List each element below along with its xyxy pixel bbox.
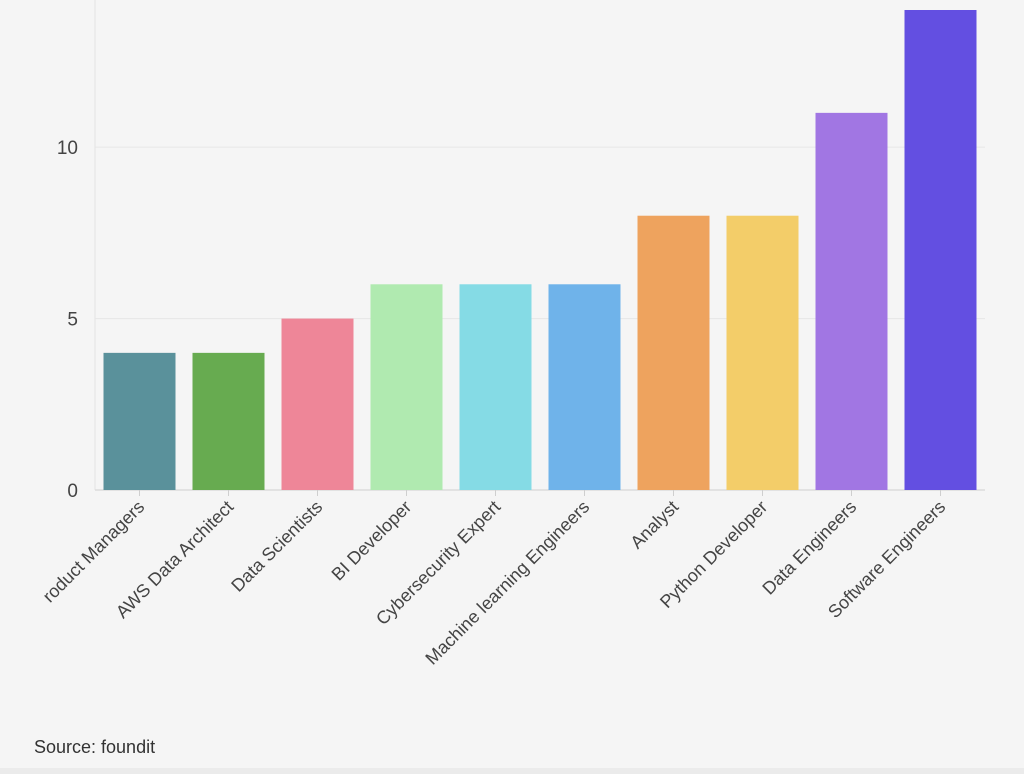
y-tick-label: 0 [67,481,78,502]
x-tick-label: Data Scientists [227,497,326,596]
bar [459,284,532,490]
bar [192,352,265,490]
bar [815,112,888,490]
x-tick-label: Data Engineers [758,497,860,599]
bar [637,215,710,490]
bar [548,284,621,490]
bottom-divider [0,768,1024,774]
bar [103,352,176,490]
x-tick-label: Analyst [626,497,682,553]
source-note: Source: foundit [34,737,156,757]
x-tick-label: BI Developer [328,497,416,585]
bar [281,318,354,490]
y-tick-label: 10 [57,138,78,159]
bar [370,284,443,490]
bar [904,10,977,490]
x-tick-label: Machine learning Engineers [421,497,593,669]
bar [726,215,799,490]
y-tick-label: 5 [67,310,78,331]
